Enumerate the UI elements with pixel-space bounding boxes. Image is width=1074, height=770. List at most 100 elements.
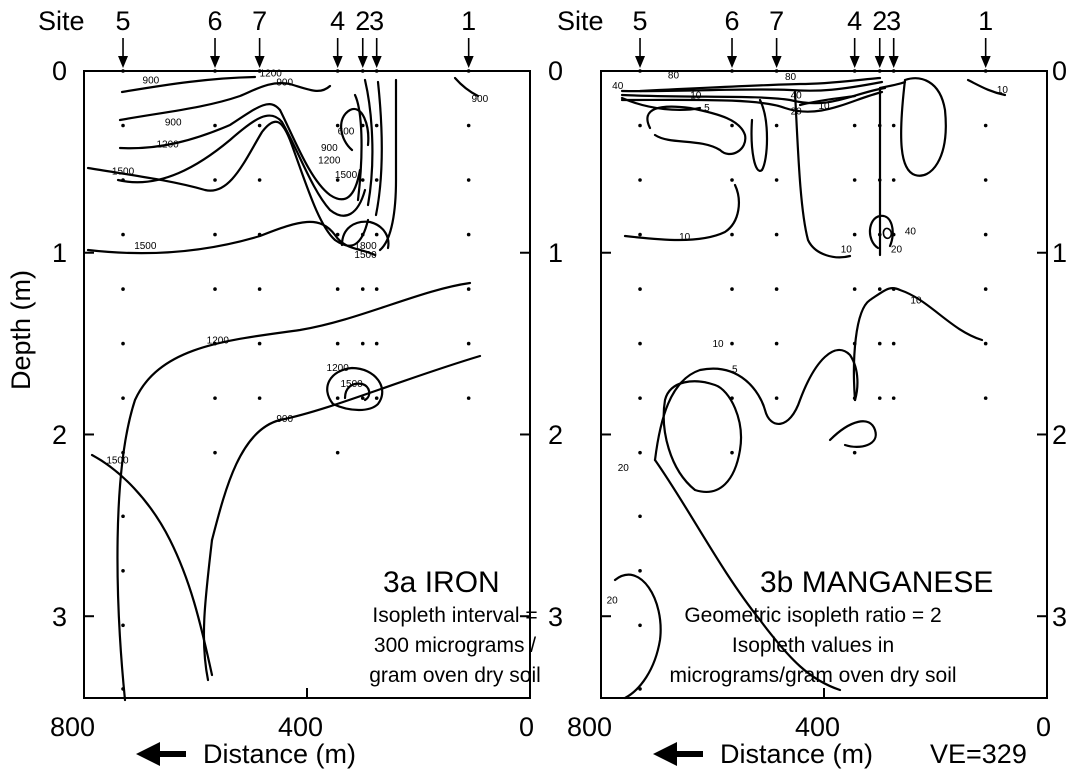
iron-isopleth-labels: 9001200900900900120060090012001500150018… xyxy=(106,68,488,466)
sample-point xyxy=(774,232,779,237)
sample-point xyxy=(360,178,365,182)
mn-isopleth-5-loop-low xyxy=(662,380,743,493)
site-arrow-head-4 xyxy=(332,56,343,68)
mn-isopleth-10-upper xyxy=(620,90,884,113)
distance-arrow-right xyxy=(653,742,703,766)
mn-isopleth-10-right xyxy=(793,90,852,259)
sample-point xyxy=(466,123,471,128)
manganese-y-tick-2-right: 2 xyxy=(1052,420,1067,450)
sample-point xyxy=(374,287,379,291)
sample-point xyxy=(257,178,262,182)
iron-isopleth-600-loop xyxy=(340,107,370,152)
iron-isopleth-1500-join xyxy=(378,78,398,252)
sample-point xyxy=(213,396,217,400)
site-arrow-head-5 xyxy=(118,56,129,68)
iron-isopleth-900-upper xyxy=(118,82,332,122)
isopleth-value-label: 1500 xyxy=(354,250,377,261)
sample-point xyxy=(638,450,642,455)
vertical-exaggeration: VE=329 xyxy=(930,739,1027,769)
sample-point xyxy=(257,69,262,73)
isopleth-value-label: 40 xyxy=(791,90,803,101)
site-label-1: 1 xyxy=(461,6,476,36)
site-label-3: 3 xyxy=(369,6,384,36)
iron-isopleths xyxy=(86,75,482,702)
sample-point xyxy=(374,232,379,237)
site-label-3: 3 xyxy=(886,6,901,36)
isopleth-value-label: 900 xyxy=(143,76,160,87)
sample-point xyxy=(121,287,125,291)
mn-isopleth-10-ur-loop xyxy=(900,77,947,177)
site-arrow-head-1 xyxy=(463,56,474,68)
sample-point xyxy=(360,69,365,73)
sample-point xyxy=(730,123,734,128)
sample-point xyxy=(852,287,857,291)
isopleth-value-label: 1200 xyxy=(327,363,350,374)
sample-point xyxy=(638,287,642,291)
iron-isopleth-900-s xyxy=(118,103,362,201)
site-label-5: 5 xyxy=(633,6,648,36)
sample-point xyxy=(774,178,779,182)
sample-point xyxy=(466,69,471,73)
sample-point xyxy=(466,287,471,291)
mn-isopleth-20-low xyxy=(828,420,877,448)
manganese-note-line-1: Geometric isopleth ratio = 2 xyxy=(684,604,941,627)
isopleth-value-label: 20 xyxy=(618,463,630,474)
mn-isopleth-10-lower xyxy=(623,183,740,242)
site-arrow-head-3 xyxy=(888,56,899,68)
iron-isopleth-900-low xyxy=(210,354,482,542)
isopleth-value-label: 1200 xyxy=(260,68,283,79)
sample-point xyxy=(774,69,779,73)
isopleth-value-label: 1200 xyxy=(318,156,341,167)
manganese-note-line-2: Isopleth values in xyxy=(732,634,894,657)
mn-isopleth-20-loop xyxy=(868,214,894,250)
sample-point xyxy=(891,69,896,73)
sample-point xyxy=(213,123,217,128)
iron-isopleth-1200-s xyxy=(116,114,367,217)
isopleth-value-label: 1800 xyxy=(354,241,377,252)
sample-point xyxy=(213,69,217,73)
sample-point xyxy=(374,396,379,400)
manganese-x-tick-800: 800 xyxy=(567,712,612,742)
sample-point xyxy=(466,232,471,237)
sample-point xyxy=(852,450,857,455)
sample-point xyxy=(374,123,379,128)
sample-point xyxy=(638,341,642,346)
sample-point xyxy=(852,123,857,128)
mn-isopleth-10-mid xyxy=(653,348,859,462)
isopleth-value-label: 5 xyxy=(732,365,738,376)
sample-point xyxy=(121,623,125,628)
mn-isopleth-40-short xyxy=(798,94,857,107)
mn-isopleth-10-s1 xyxy=(750,98,769,172)
iron-isopleth-1500-loop xyxy=(343,382,371,402)
sample-point xyxy=(335,450,340,455)
isopleth-value-label: 10 xyxy=(841,245,853,256)
isopleth-value-label: 20 xyxy=(607,595,619,606)
sample-point xyxy=(877,69,882,73)
iron-isopleth-steep-left xyxy=(353,93,363,202)
site-header-label-right: Site xyxy=(557,6,604,36)
iron-y-tick-1: 1 xyxy=(52,238,67,268)
sample-point xyxy=(121,514,125,519)
manganese-y-tick-3-left: 3 xyxy=(548,602,563,632)
sample-point xyxy=(335,123,340,128)
iron-y-tick-3: 3 xyxy=(52,602,67,632)
isopleth-value-label: 1200 xyxy=(157,139,180,150)
sample-point xyxy=(335,69,340,73)
isopleth-value-label: 20 xyxy=(791,107,803,118)
sample-point xyxy=(121,341,125,346)
sample-point xyxy=(877,341,882,346)
mn-isopleth-10-up-right xyxy=(878,80,907,90)
sample-point xyxy=(466,341,471,346)
sample-point xyxy=(774,123,779,128)
sample-point xyxy=(891,396,896,400)
isopleth-value-label: 10 xyxy=(818,101,830,112)
sample-point xyxy=(121,123,125,128)
manganese-note-line-3: micrograms/gram oven dry soil xyxy=(669,664,956,687)
site-arrow-head-6 xyxy=(727,56,738,68)
iron-y-tick-2: 2 xyxy=(52,420,67,450)
manganese-y-tick-0-right: 0 xyxy=(1052,56,1067,86)
sample-point xyxy=(466,396,471,400)
iron-x-tick-400: 400 xyxy=(278,712,323,742)
sample-point xyxy=(983,287,988,291)
sample-point xyxy=(877,396,882,400)
